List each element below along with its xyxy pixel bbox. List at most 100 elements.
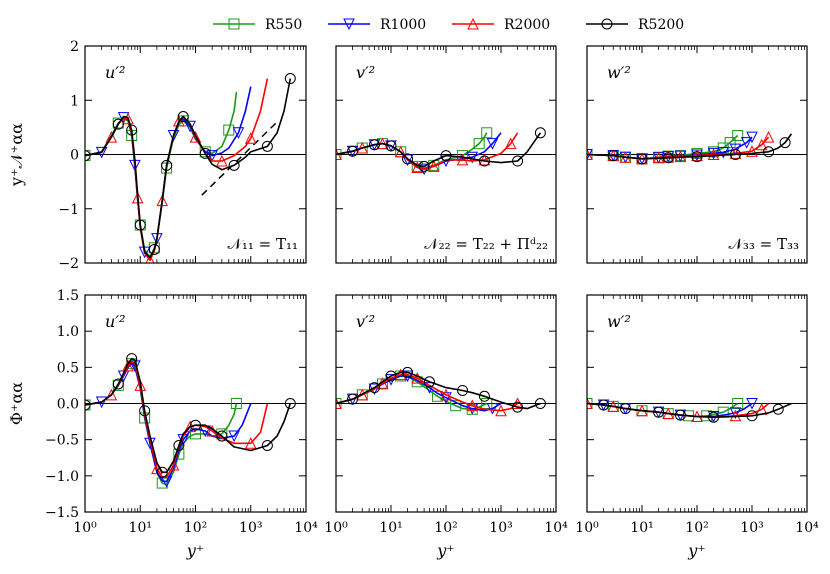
- data-point-r5200: [729, 149, 741, 160]
- x-axis-label: y⁺: [436, 541, 454, 560]
- data-point-r5200: [457, 384, 469, 396]
- data-point-r5200: [691, 151, 703, 163]
- data-point-r550: [732, 398, 744, 409]
- series-group: [85, 73, 296, 263]
- data-point-r1000: [746, 131, 758, 144]
- data-point-r550: [223, 124, 235, 136]
- data-point-r5200: [534, 127, 546, 139]
- y-tick-label: 0.5: [57, 360, 79, 376]
- series-group: [587, 397, 792, 423]
- panel-r0-c0: −2 −1 0 1 2 u′² 𝒩₁₁ = T₁₁: [58, 39, 307, 272]
- data-point-r5200: [284, 73, 296, 85]
- data-point-r5200: [284, 398, 296, 409]
- data-point-r2000: [440, 388, 452, 401]
- y-tick-label: 0.0: [57, 397, 79, 413]
- data-point-r1000: [486, 403, 499, 415]
- data-point-r5200: [763, 146, 775, 158]
- x-tick-label: 10²: [434, 520, 457, 536]
- data-point-r5200: [199, 147, 211, 159]
- series-line-r1000: [85, 362, 252, 483]
- x-tick-label: 10⁴: [795, 520, 819, 536]
- panel-r1-c1: 10⁰ 10¹ 10² 10³ 10⁴ v′²: [324, 294, 568, 536]
- data-point-r5200: [708, 411, 720, 423]
- data-point-r550: [473, 138, 485, 150]
- series-line-r550: [85, 92, 238, 259]
- data-point-r550: [691, 147, 703, 159]
- y-tick-label: 1: [70, 93, 79, 109]
- data-point-r2000: [746, 145, 758, 157]
- series-line-r550: [336, 375, 488, 411]
- x-tick-label: 10³: [239, 520, 262, 536]
- panel-annotation: 𝒩₁₁ = T₁₁: [227, 235, 298, 253]
- data-point-r5200: [368, 139, 380, 151]
- y-tick-label: −1.0: [45, 469, 79, 485]
- data-point-r5200: [190, 419, 201, 431]
- series-line-r2000: [85, 78, 269, 262]
- data-point-r5200: [512, 155, 524, 167]
- data-point-r5200: [772, 403, 784, 415]
- data-point-r5200: [134, 219, 146, 231]
- panel-r0-c2: w′² 𝒩₃₃ = T₃₃: [586, 45, 808, 264]
- y-tick-label: −0.5: [45, 433, 79, 449]
- data-point-r2000: [105, 388, 118, 401]
- legend-marker: [343, 18, 355, 31]
- row-y-label: y⁺𝒩⁺αα: [7, 123, 26, 187]
- data-point-r2000: [411, 161, 424, 174]
- data-point-r2000: [466, 399, 479, 412]
- data-point-r1000: [729, 407, 742, 420]
- data-point-r1000: [486, 138, 499, 150]
- data-point-r1000: [232, 127, 245, 139]
- legend-entry-r1000: R1000: [328, 17, 426, 33]
- series-group: [85, 353, 296, 489]
- data-point-r5200: [598, 399, 610, 411]
- data-point-r2000: [456, 153, 469, 166]
- data-point-r5200: [112, 118, 124, 130]
- data-point-r2000: [216, 154, 228, 167]
- panels: −2 −1 0 1 2 u′² 𝒩₁₁ = T₁₁ v′² 𝒩₂₂ = T₂₂ + Πᵈ₂₂ w′…: [45, 39, 819, 536]
- data-point-r5200: [261, 140, 273, 152]
- data-point-r1000: [466, 403, 479, 415]
- component-label: u′²: [105, 312, 125, 331]
- data-point-r5200: [746, 410, 758, 422]
- legend-entry-r5200: R5200: [586, 17, 684, 33]
- data-point-r5200: [161, 159, 173, 171]
- panel-annotation: 𝒩₂₂ = T₂₂ + Πᵈ₂₂: [424, 235, 548, 253]
- data-point-r5200: [85, 399, 91, 411]
- component-label: v′²: [356, 312, 375, 331]
- data-point-r2000: [762, 131, 775, 143]
- x-tick-label: 10¹: [379, 520, 402, 536]
- data-point-r550: [230, 398, 242, 409]
- data-point-r2000: [244, 437, 257, 449]
- data-point-r5200: [126, 353, 138, 365]
- data-point-r2000: [394, 145, 407, 158]
- x-tick-label: 10⁰: [73, 520, 97, 536]
- data-point-r2000: [145, 254, 155, 263]
- component-label: u′²: [105, 63, 125, 82]
- data-point-r5200: [478, 390, 490, 402]
- x-tick-label: 10²: [685, 520, 708, 536]
- data-point-r2000: [244, 132, 257, 144]
- data-point-r2000: [707, 148, 720, 160]
- data-point-r1000: [740, 137, 753, 149]
- series-group: [587, 130, 793, 165]
- legend-label: R550: [265, 17, 302, 33]
- legend-label: R2000: [504, 17, 550, 33]
- data-point-r5200: [148, 243, 160, 255]
- x-tick-label: 10³: [489, 520, 512, 536]
- data-point-r2000: [495, 404, 507, 417]
- x-axis-labels: y⁺ y⁺ y⁺: [186, 541, 706, 560]
- data-point-r5200: [662, 152, 674, 164]
- data-point-r2000: [504, 137, 517, 150]
- data-point-r5200: [619, 403, 631, 415]
- x-tick-label: 10⁰: [324, 520, 348, 536]
- y-tick-label: −1: [58, 202, 79, 218]
- x-tick-label: 10⁴: [544, 520, 568, 536]
- data-point-r1000: [167, 130, 180, 142]
- log-reference-line: [201, 121, 278, 196]
- data-point-r5200: [347, 145, 359, 157]
- data-point-r5200: [423, 376, 435, 388]
- component-label: w′²: [607, 63, 631, 82]
- series-line-r5200: [587, 402, 792, 419]
- data-point-r5200: [418, 160, 430, 172]
- data-point-r1000: [729, 143, 742, 156]
